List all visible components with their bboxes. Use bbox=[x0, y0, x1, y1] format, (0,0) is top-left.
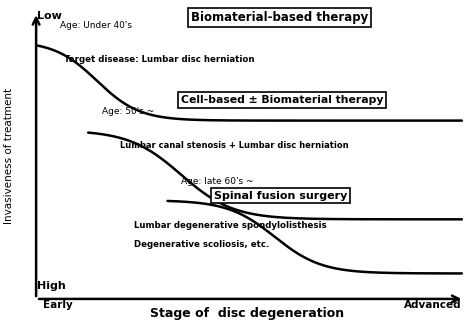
Text: Early: Early bbox=[43, 300, 73, 309]
Text: Cell-based ± Biomaterial therapy: Cell-based ± Biomaterial therapy bbox=[181, 95, 383, 105]
Text: Advanced: Advanced bbox=[404, 300, 462, 309]
Text: Biomaterial-based therapy: Biomaterial-based therapy bbox=[191, 11, 368, 24]
Text: Age: 50's ~: Age: 50's ~ bbox=[101, 107, 154, 116]
Text: Low: Low bbox=[37, 11, 62, 21]
Text: Spinal fusion surgery: Spinal fusion surgery bbox=[214, 191, 347, 201]
Text: High: High bbox=[37, 282, 66, 291]
Text: Invasiveness of treatment: Invasiveness of treatment bbox=[4, 87, 14, 224]
Text: Lumbar canal stenosis + Lumbar disc herniation: Lumbar canal stenosis + Lumbar disc hern… bbox=[120, 141, 349, 150]
Text: Lumbar degenerative spondylolisthesis: Lumbar degenerative spondylolisthesis bbox=[134, 221, 327, 230]
Text: Stage of  disc degeneration: Stage of disc degeneration bbox=[150, 307, 344, 320]
Text: Degenerative scoliosis, etc.: Degenerative scoliosis, etc. bbox=[134, 240, 270, 249]
Text: Age: late 60's ~: Age: late 60's ~ bbox=[181, 177, 254, 186]
Text: Age: Under 40's: Age: Under 40's bbox=[60, 21, 131, 30]
Text: Target disease: Lumbar disc herniation: Target disease: Lumbar disc herniation bbox=[64, 55, 255, 64]
